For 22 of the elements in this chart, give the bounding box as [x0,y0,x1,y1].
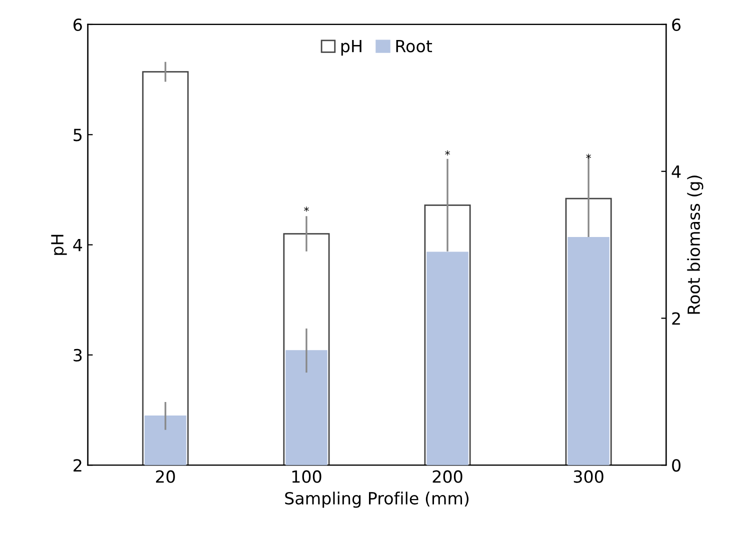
y-tick-label: 2 [74,459,82,472]
y-tick-label: 3 [74,348,82,362]
x-tick-label: 20 [156,470,175,483]
y-tick-label: 6 [74,18,82,32]
annotation: * [304,206,309,212]
y-tick-label: 5 [74,128,82,142]
y2-tick-label: 6 [672,18,681,32]
annotation: * [586,154,591,159]
x-tick-label: 100 [292,470,322,483]
y-axis-title: pH [51,234,67,255]
x-axis-title: Sampling Profile (mm) [285,492,468,508]
y2-tick-label: 0 [672,459,680,472]
x-tick-label: 200 [432,470,462,483]
y2-axis-title: Root biomass (g) [687,176,704,314]
legend-label: pH [341,40,362,56]
legend-label: Root [396,40,432,52]
bar [144,415,186,466]
y2-tick-label: 4 [672,166,681,178]
y-tick-label: 4 [73,238,82,252]
annotation: * [445,150,450,156]
y2-tick-label: 2 [672,312,680,325]
x-tick-label: 300 [574,470,604,483]
